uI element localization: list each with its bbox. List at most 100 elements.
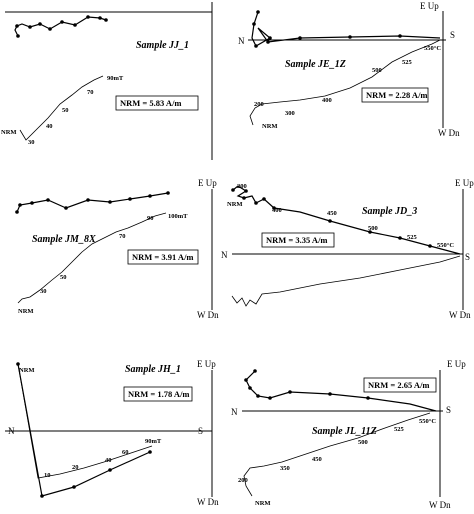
jm8x-nrm-intensity: NRM = 3.91 A/m	[132, 252, 194, 262]
jl11z-step-label: 450	[312, 456, 322, 463]
jd3-step-label: NRM	[227, 201, 243, 208]
jj1-h-point	[104, 18, 108, 22]
jj1-h-point	[60, 20, 64, 24]
jm8x-title: Sample JM_8X	[32, 234, 96, 245]
jh1-step-label: 90mT	[145, 438, 162, 445]
jj1-step-label: 90mT	[107, 75, 124, 82]
jh1-nrm-intensity: NRM = 1.78 A/m	[128, 389, 190, 399]
jj1-nrm-box	[115, 95, 199, 111]
jm8x-vertical-projection: NRM 30 50 70 90 100mT	[17, 212, 188, 315]
jm8x-step-label: 100mT	[168, 213, 188, 220]
jm8x-step-label: 70	[119, 233, 126, 240]
je1z-step-label: 525	[402, 59, 413, 66]
je1z-axis-top: E Up	[420, 1, 439, 11]
jm8x-horizontal-projection	[15, 191, 170, 214]
je1z-step-label: 200	[254, 101, 264, 108]
panel-jl11z: E Up N S W Dn Sample JL_11Z NRM 200 350 …	[231, 359, 466, 510]
jm8x-step-label: 30	[40, 288, 47, 295]
jd3-axis-right: S	[465, 252, 470, 262]
je1z-step-label: 400	[322, 97, 332, 104]
je1z-axis-bottom: W Dn	[438, 128, 460, 138]
jj1-h-point	[38, 22, 42, 26]
jl11z-nrm-intensity: NRM = 2.65 A/m	[368, 380, 430, 390]
jd3-step-label: 550°C	[437, 242, 454, 249]
je1z-nrm-intensity: NRM = 2.28 A/m	[366, 90, 428, 100]
jd3-horizontal-projection: NRM 200 400 450 500 525 550°C	[227, 183, 461, 255]
je1z-horizontal-projection	[251, 10, 441, 48]
panel-jm8x: E Up W Dn Sample JM_8X NRM 30 50 70 90 1…	[15, 178, 219, 320]
jh1-step-label: 10	[44, 472, 51, 479]
jl11z-axis-top: E Up	[447, 359, 466, 369]
je1z-step-label: NRM	[262, 123, 278, 130]
je1z-step-label: 500	[372, 67, 382, 74]
jj1-h-point	[28, 25, 32, 29]
jd3-vertical-projection	[231, 255, 461, 307]
je1z-step-label: 550°C	[424, 45, 441, 52]
jm8x-axis-top: E Up	[198, 178, 217, 188]
jh1-step-label: 20	[72, 464, 79, 471]
jh1-step-label: NRM	[19, 367, 35, 374]
jm8x-step-label: 50	[60, 274, 67, 281]
jl11z-title: Sample JL_11Z	[312, 426, 377, 437]
jj1-step-label: 70	[87, 89, 94, 96]
jl11z-step-label: 500	[358, 439, 368, 446]
jd3-nrm-box	[261, 232, 335, 248]
jd3-nrm-intensity: NRM = 3.35 A/m	[266, 235, 328, 245]
jl11z-axis-bottom: W Dn	[429, 500, 451, 510]
jj1-h-point	[73, 23, 77, 27]
jl11z-nrm-box	[363, 377, 437, 393]
jj1-step-label: 40	[46, 123, 53, 130]
jj1-h-point	[86, 15, 90, 19]
jl11z-axis-left: N	[231, 407, 238, 417]
jl11z-vertical-projection: NRM 200 350 450 500 525 550°C	[238, 412, 436, 507]
jj1-horizontal-projection	[14, 15, 108, 38]
panel-jd3: E Up N S W Dn Sample JD_3 NRM 200 400 45…	[221, 178, 474, 320]
jl11z-step-label: NRM	[255, 500, 271, 507]
je1z-vertical-projection: NRM 200 300 400 500 525 550°C	[249, 39, 441, 130]
jl11z-axis-right: S	[446, 405, 451, 415]
jh1-horizontal-projection	[16, 362, 152, 498]
jh1-vertical-projection: NRM 10 20 40 60 90mT	[17, 363, 162, 479]
jj1-step-label: 30	[28, 139, 35, 146]
je1z-nrm-box	[361, 87, 429, 103]
jm8x-step-label: NRM	[18, 308, 34, 315]
je1z-step-label: 300	[285, 110, 295, 117]
jh1-step-label: 60	[122, 449, 129, 456]
jd3-axis-bottom: W Dn	[449, 310, 471, 320]
jm8x-step-label: 90	[147, 215, 154, 222]
jj1-h-point	[48, 27, 52, 31]
jl11z-step-label: 525	[394, 426, 405, 433]
jj1-title: Sample JJ_1	[136, 40, 189, 51]
jh1-axis-bottom: W Dn	[197, 497, 219, 507]
je1z-axis-right: S	[450, 30, 455, 40]
jd3-step-label: 525	[407, 234, 418, 241]
jh1-nrm-box	[123, 386, 193, 402]
jj1-h-point	[15, 24, 19, 28]
je1z-title: Sample JE_1Z	[285, 59, 346, 70]
jd3-step-label: 500	[368, 225, 378, 232]
jd3-step-label: 200	[237, 183, 247, 190]
jh1-axis-top: E Up	[197, 359, 216, 369]
jm8x-nrm-box	[127, 249, 199, 265]
jd3-title: Sample JD_3	[362, 206, 417, 217]
jl11z-step-label: 200	[238, 477, 248, 484]
jd3-axis-left: N	[221, 250, 228, 260]
panel-je1z: E Up N S W Dn Sample JE_1Z NRM 200 300 4…	[238, 1, 460, 138]
jj1-step-label: 50	[62, 107, 69, 114]
jl11z-horizontal-projection	[244, 369, 437, 412]
jh1-step-label: 40	[105, 457, 112, 464]
jl11z-step-label: 550°C	[419, 418, 436, 425]
jd3-step-label: 450	[327, 210, 337, 217]
jh1-title: Sample JH_1	[125, 364, 181, 375]
jd3-step-label: 400	[272, 207, 282, 214]
jj1-step-label: NRM	[1, 129, 17, 136]
panel-jj1: Sample JJ_1 NRM 30 40 50 70 90mT NRM = 5…	[1, 2, 213, 160]
jl11z-step-label: 350	[280, 465, 290, 472]
jm8x-axis-bottom: W Dn	[197, 310, 219, 320]
jd3-axis-top: E Up	[455, 178, 474, 188]
jj1-h-point	[98, 16, 102, 20]
je1z-axis-left: N	[238, 36, 245, 46]
jj1-vertical-projection: NRM 30 40 50 70 90mT	[1, 75, 124, 146]
jj1-h-point	[16, 34, 20, 38]
